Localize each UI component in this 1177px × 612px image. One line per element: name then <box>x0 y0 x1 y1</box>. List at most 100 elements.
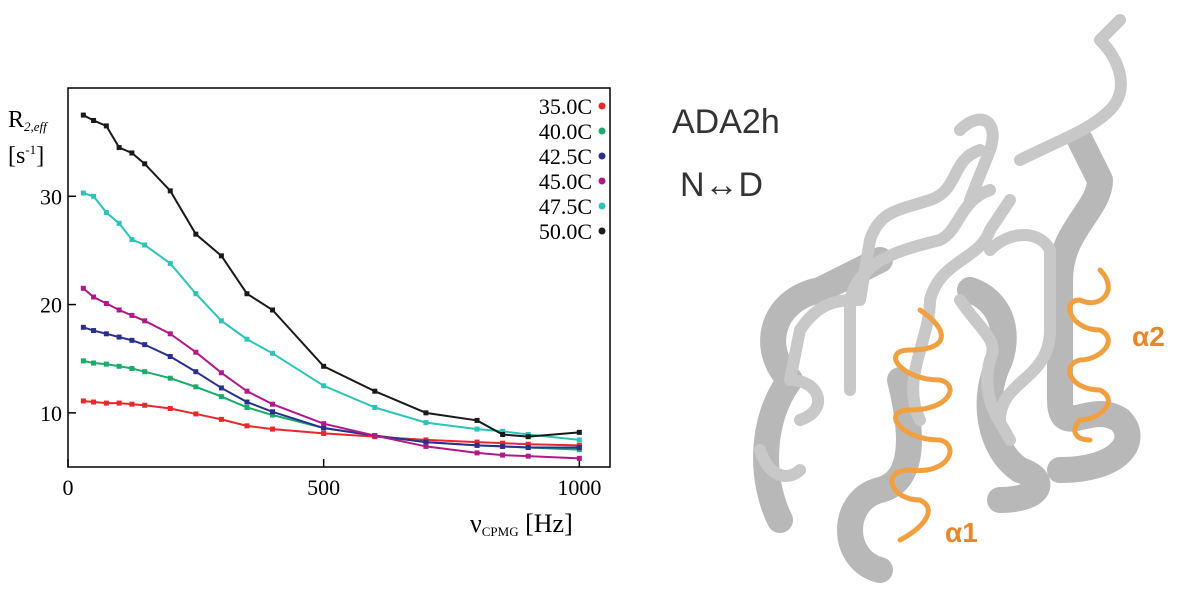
y-axis-label-main: R <box>8 107 24 133</box>
data-point <box>474 426 480 432</box>
data-point <box>576 445 582 451</box>
data-point <box>321 383 327 389</box>
figure-subtitle: N↔D <box>680 166 763 204</box>
data-point <box>244 388 250 394</box>
legend-label: 35.0C <box>539 94 592 119</box>
data-point <box>193 291 199 297</box>
data-point <box>500 452 506 458</box>
legend-marker <box>598 202 606 210</box>
data-point <box>525 434 531 440</box>
data-point <box>576 429 582 435</box>
data-point <box>244 423 250 429</box>
data-point <box>525 441 531 447</box>
data-point <box>321 363 327 369</box>
data-point <box>103 361 109 367</box>
plot-frame <box>67 87 611 468</box>
data-point <box>244 291 250 297</box>
data-point <box>129 312 135 318</box>
data-point <box>80 285 86 291</box>
data-point <box>129 150 135 156</box>
y-axis-unit-sup: -1 <box>25 142 36 157</box>
y-tick-label: 20 <box>40 293 62 318</box>
x-axis-label-main: ν <box>470 509 482 538</box>
data-point <box>218 318 224 324</box>
x-axis-label-sub: CPMG <box>482 524 519 539</box>
data-point <box>116 400 122 406</box>
data-point <box>500 443 506 449</box>
data-point <box>103 300 109 306</box>
helix-label: α2 <box>1132 321 1165 352</box>
y-axis-unit: [s-1] <box>8 142 44 169</box>
data-point <box>244 399 250 405</box>
data-point <box>91 193 97 199</box>
series-line <box>83 399 580 447</box>
data-point <box>116 334 122 340</box>
data-point <box>142 342 148 348</box>
data-point <box>270 307 276 313</box>
data-point <box>167 406 173 412</box>
data-point <box>80 190 86 196</box>
data-point <box>142 369 148 375</box>
data-point <box>474 439 480 445</box>
legend-label: 42.5C <box>539 144 592 169</box>
data-point <box>218 253 224 259</box>
data-point <box>423 443 429 449</box>
legend-marker <box>598 152 606 160</box>
data-point <box>372 404 378 410</box>
data-point <box>500 440 506 446</box>
data-point <box>129 401 135 407</box>
figure-title: ADA2h <box>672 103 780 141</box>
data-point <box>321 425 327 431</box>
data-point <box>218 416 224 422</box>
x-axis-label: νCPMG [Hz] <box>470 509 573 539</box>
y-axis-unit-part: ] <box>36 143 44 169</box>
data-point <box>91 360 97 366</box>
data-point <box>129 365 135 371</box>
data-point <box>525 445 531 451</box>
data-point <box>218 394 224 400</box>
data-point <box>142 402 148 408</box>
legend-marker <box>598 102 606 110</box>
data-point <box>91 294 97 300</box>
data-point <box>91 328 97 334</box>
data-point <box>576 455 582 461</box>
legend-marker <box>598 177 606 185</box>
data-point <box>167 260 173 266</box>
data-point <box>372 433 378 439</box>
data-point <box>80 398 86 404</box>
data-point <box>193 384 199 390</box>
data-point <box>372 388 378 394</box>
data-point <box>321 421 327 427</box>
data-point <box>244 336 250 342</box>
data-point <box>103 331 109 337</box>
data-point <box>423 439 429 445</box>
data-point <box>103 210 109 216</box>
legend-marker <box>598 127 606 135</box>
data-point <box>474 450 480 456</box>
data-point <box>270 401 276 407</box>
data-point <box>193 411 199 417</box>
data-point <box>167 331 173 337</box>
y-tick-label: 10 <box>40 401 62 426</box>
data-point <box>193 349 199 355</box>
data-point <box>116 307 122 313</box>
x-tick-label: 500 <box>307 475 340 500</box>
y-axis-label-sub: 2,eff <box>24 119 49 134</box>
data-point <box>525 453 531 459</box>
legend-label: 47.5C <box>539 194 592 219</box>
series-line <box>83 192 580 441</box>
data-point <box>270 426 276 432</box>
legend-marker <box>598 227 606 235</box>
data-point <box>142 242 148 248</box>
x-tick-label: 1000 <box>557 475 601 500</box>
data-point <box>116 145 122 151</box>
data-point <box>116 363 122 369</box>
protein-structure <box>753 14 1141 583</box>
data-point <box>500 428 506 434</box>
data-point <box>116 220 122 226</box>
data-point <box>474 417 480 423</box>
x-tick-label: 0 <box>63 475 74 500</box>
y-axis-unit-part: [s <box>8 143 25 169</box>
